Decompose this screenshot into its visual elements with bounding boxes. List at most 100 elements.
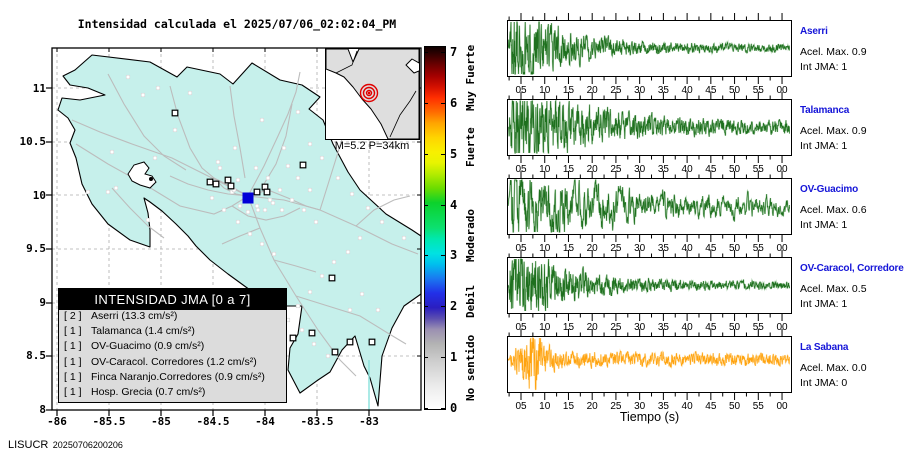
- time-tick-label: 40: [681, 401, 693, 412]
- station-name-label: OV-Guacimo: [800, 184, 859, 195]
- station-marker: [289, 197, 295, 203]
- intensity-jma-label: Int JMA: 1: [800, 219, 848, 231]
- triggered-station-marker: [253, 188, 261, 196]
- time-tick-label: 35: [657, 85, 669, 96]
- colorbar-tick-label: 6: [450, 96, 458, 110]
- station-name-label: Talamanca: [800, 105, 850, 116]
- longitude-tick-label: -83.5: [300, 415, 334, 428]
- time-tick-label: 15: [562, 243, 575, 254]
- time-tick-label: 00: [776, 401, 788, 412]
- triggered-station-marker: [212, 180, 220, 188]
- station-marker: [285, 163, 291, 169]
- station-marker: [113, 185, 119, 191]
- colorbar-tick: [424, 255, 428, 256]
- waveform-plot-3: [507, 178, 792, 235]
- station-marker: [235, 219, 241, 225]
- latitude-tick-label: 8.5: [26, 349, 46, 362]
- station-marker: [345, 249, 351, 255]
- time-tick-label: 05: [515, 322, 527, 333]
- colorbar-tick-label: 3: [450, 248, 458, 262]
- legend-item-intensity: [ 1 ]: [64, 355, 82, 368]
- legend-item: [ 1 ] Hosp. Grecia (0.7 cm/s²): [59, 386, 286, 401]
- waveform-trace: [507, 337, 790, 391]
- time-tick-label: 45: [705, 164, 717, 175]
- station-marker: [265, 175, 271, 181]
- station-marker: [319, 273, 325, 279]
- legend-item-station: Hosp. Grecia (0.7 cm/s²): [91, 385, 206, 398]
- latitude-tick-label: 9.5: [26, 242, 46, 255]
- costa-rica-landmass: [57, 54, 422, 407]
- station-marker: [267, 197, 273, 203]
- time-tick-label: 20: [586, 401, 598, 412]
- station-marker: [259, 117, 265, 123]
- station-marker: [232, 145, 238, 151]
- station-marker: [271, 251, 277, 257]
- agency-label: LISUCR: [8, 439, 49, 451]
- station-marker: [217, 165, 223, 171]
- station-marker: [319, 155, 325, 161]
- longitude-tick-label: -83: [359, 415, 379, 428]
- intensity-jma-label: Int JMA: 0: [800, 377, 848, 389]
- time-tick-label: 45: [705, 243, 717, 254]
- colorbar-tick: [424, 205, 428, 206]
- station-marker: [254, 203, 260, 209]
- triggered-station-marker: [328, 274, 336, 282]
- time-tick-label: 10: [539, 243, 551, 254]
- time-tick-label: 20: [586, 322, 598, 333]
- colorbar-tick: [424, 103, 428, 104]
- triggered-station-marker: [346, 338, 354, 346]
- time-tick-label: 35: [657, 243, 669, 254]
- time-tick-label: 40: [681, 164, 693, 175]
- station-name-label: OV-Caracol, Corredore: [800, 263, 904, 274]
- station-marker: [331, 259, 337, 265]
- latitude-tick-label: 8: [39, 403, 46, 416]
- time-tick-label: 05: [515, 85, 527, 96]
- longitude-tick-label: -85.5: [92, 415, 126, 428]
- time-tick-labels: 05 10 15 20 25 30 35 40 45 50 55 00: [507, 85, 792, 96]
- time-tick-label: 35: [657, 401, 669, 412]
- intensity2-station-marker: [242, 192, 254, 204]
- acceleration-max-label: Acel. Max. 0.9: [800, 125, 867, 137]
- station-name-label: La Sabana: [800, 342, 849, 353]
- magnitude-depth-label: M=5.2 P=34km: [334, 140, 410, 152]
- colorbar-tick: [424, 52, 428, 53]
- station-marker: [357, 235, 363, 241]
- time-tick-label: 45: [705, 401, 717, 412]
- map-frame: [51, 47, 422, 411]
- waveform-trace: [507, 179, 791, 233]
- station-marker: [172, 127, 178, 133]
- time-tick-label: 50: [729, 85, 741, 96]
- longitude-tick-label: -85: [151, 415, 171, 428]
- epicenter-icon: [359, 83, 379, 103]
- station-marker: [237, 203, 243, 209]
- legend-item: [ 2 ] Aserri (13.3 cm/s²): [59, 310, 286, 325]
- intensity-jma-label: Int JMA: 1: [800, 61, 848, 73]
- time-tick-label: 25: [610, 85, 622, 96]
- time-tick-label: 15: [562, 85, 575, 96]
- colorbar-tick-label: 2: [450, 299, 458, 313]
- legend-item: [ 1 ] OV-Caracol. Corredores (1.2 cm/s²): [59, 356, 286, 371]
- time-tick-row: [508, 77, 783, 84]
- station-marker: [313, 219, 319, 225]
- station-marker: [145, 217, 151, 223]
- time-tick-row: [508, 92, 783, 99]
- colorbar-tick: [441, 103, 445, 104]
- colorbar-tick: [441, 52, 445, 53]
- time-tick-label: 55: [752, 85, 764, 96]
- time-tick-label: 55: [752, 164, 764, 175]
- longitude-tick-label: -84: [255, 415, 275, 428]
- triggered-station-marker: [289, 334, 297, 342]
- colorbar-tick-label: 4: [450, 198, 458, 212]
- time-tick-label: 20: [586, 85, 598, 96]
- station-marker: [379, 219, 385, 225]
- time-tick-label: 55: [752, 243, 764, 254]
- station-marker: [307, 289, 313, 295]
- station-marker: [215, 159, 221, 165]
- triggered-station-marker: [299, 161, 307, 169]
- time-tick-label: 55: [752, 401, 764, 412]
- triggered-station-marker: [224, 176, 232, 184]
- station-marker: [307, 141, 313, 147]
- time-tick-label: 00: [776, 85, 788, 96]
- station-marker: [187, 90, 193, 96]
- colorbar-tick: [424, 357, 428, 358]
